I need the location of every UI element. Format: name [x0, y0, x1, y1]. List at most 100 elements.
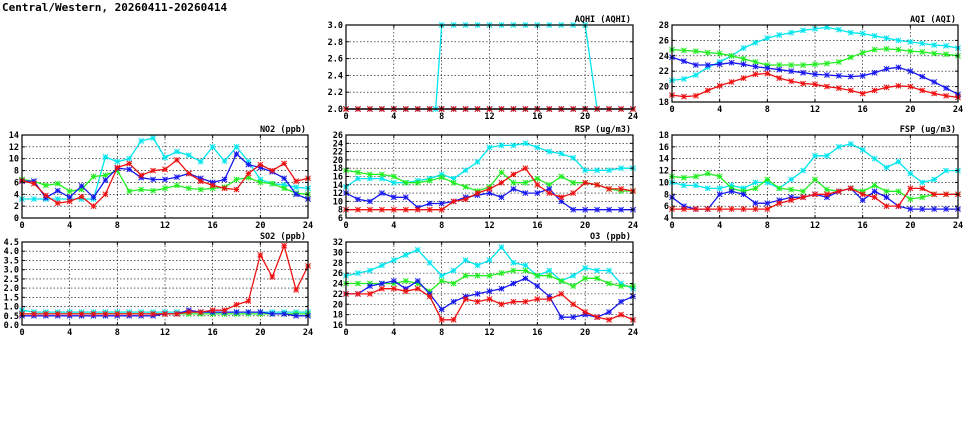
x-tick-label: 0	[343, 328, 348, 338]
data-point	[390, 194, 397, 201]
data-point	[245, 298, 252, 304]
data-point	[931, 206, 938, 213]
data-point	[233, 309, 240, 316]
data-point	[871, 188, 878, 195]
x-tick-label: 4	[391, 221, 396, 231]
x-tick-label: 12	[484, 221, 494, 231]
data-point	[606, 267, 613, 274]
data-point	[245, 309, 252, 316]
data-point	[558, 173, 565, 180]
data-point	[257, 161, 264, 168]
data-point	[209, 307, 216, 314]
data-point	[390, 206, 397, 213]
data-point	[752, 63, 759, 70]
data-point	[558, 150, 565, 157]
data-point	[740, 75, 747, 82]
data-point	[728, 79, 735, 85]
data-point	[558, 194, 565, 201]
data-point	[680, 75, 687, 82]
data-point	[30, 180, 37, 187]
data-point	[704, 62, 711, 68]
data-point	[871, 32, 878, 39]
data-point	[788, 186, 795, 193]
data-point	[378, 171, 385, 178]
data-point	[835, 72, 842, 79]
data-point	[618, 298, 624, 305]
y-tick-label: 3.0	[328, 21, 343, 31]
data-point	[90, 194, 97, 201]
data-point	[462, 167, 469, 174]
x-tick-label: 12	[484, 328, 494, 338]
x-tick-label: 16	[208, 221, 218, 231]
data-point	[414, 285, 421, 292]
data-point	[438, 206, 445, 213]
data-point	[812, 191, 818, 198]
x-tick-label: 4	[717, 105, 722, 115]
data-point	[931, 176, 938, 183]
data-point	[42, 310, 49, 317]
data-point	[871, 155, 878, 162]
data-point	[680, 47, 687, 54]
x-tick-label: 4	[391, 328, 396, 338]
y-tick-label: 24	[333, 139, 343, 149]
y-tick-label: 1.5	[4, 293, 19, 303]
data-point	[450, 280, 457, 287]
data-point	[54, 180, 61, 187]
data-point	[486, 257, 493, 264]
o3-title: O3 (ppb)	[590, 232, 631, 242]
data-point	[618, 311, 624, 318]
data-point	[462, 183, 469, 190]
data-point	[281, 310, 288, 317]
data-point	[197, 309, 204, 316]
data-point	[823, 186, 830, 193]
y-tick-label: 6	[14, 178, 19, 188]
data-point	[269, 310, 276, 317]
data-point	[618, 283, 624, 290]
data-point	[800, 69, 807, 76]
data-point	[871, 182, 878, 189]
data-point	[293, 191, 300, 198]
data-point	[78, 193, 85, 200]
y-tick-label: 20	[333, 156, 343, 166]
data-point	[138, 186, 145, 193]
data-point	[776, 62, 783, 68]
data-point	[426, 293, 433, 300]
y-tick-label: 20	[333, 300, 343, 310]
data-point	[800, 80, 807, 87]
x-tick-label: 0	[19, 221, 24, 231]
data-point	[859, 90, 866, 97]
x-tick-label: 16	[858, 221, 868, 231]
data-point	[414, 179, 421, 186]
data-point	[510, 259, 517, 266]
y-tick-label: 8	[664, 190, 669, 200]
data-point	[534, 272, 541, 279]
fsp-title: FSP (ug/m3)	[900, 125, 956, 135]
data-point	[570, 272, 577, 279]
data-point	[919, 179, 926, 186]
data-point	[197, 178, 204, 185]
data-point	[835, 26, 842, 33]
data-point	[728, 206, 735, 213]
data-point	[716, 50, 723, 57]
data-point	[522, 179, 529, 186]
data-point	[114, 310, 121, 317]
data-point	[606, 280, 613, 287]
data-point	[390, 285, 397, 292]
data-point	[570, 283, 577, 290]
data-point	[680, 206, 687, 213]
data-point	[728, 188, 735, 195]
data-point	[269, 180, 276, 187]
data-point	[883, 194, 890, 201]
x-tick-label: 16	[532, 328, 542, 338]
data-point	[680, 174, 687, 181]
data-point	[907, 206, 914, 213]
x-tick-label: 8	[115, 328, 120, 338]
x-tick-label: 4	[391, 112, 396, 122]
data-point	[895, 46, 902, 53]
data-point	[582, 264, 589, 271]
data-point	[390, 179, 397, 186]
data-point	[788, 176, 795, 183]
data-point	[740, 191, 747, 198]
data-point	[355, 206, 361, 213]
data-point	[414, 246, 421, 253]
